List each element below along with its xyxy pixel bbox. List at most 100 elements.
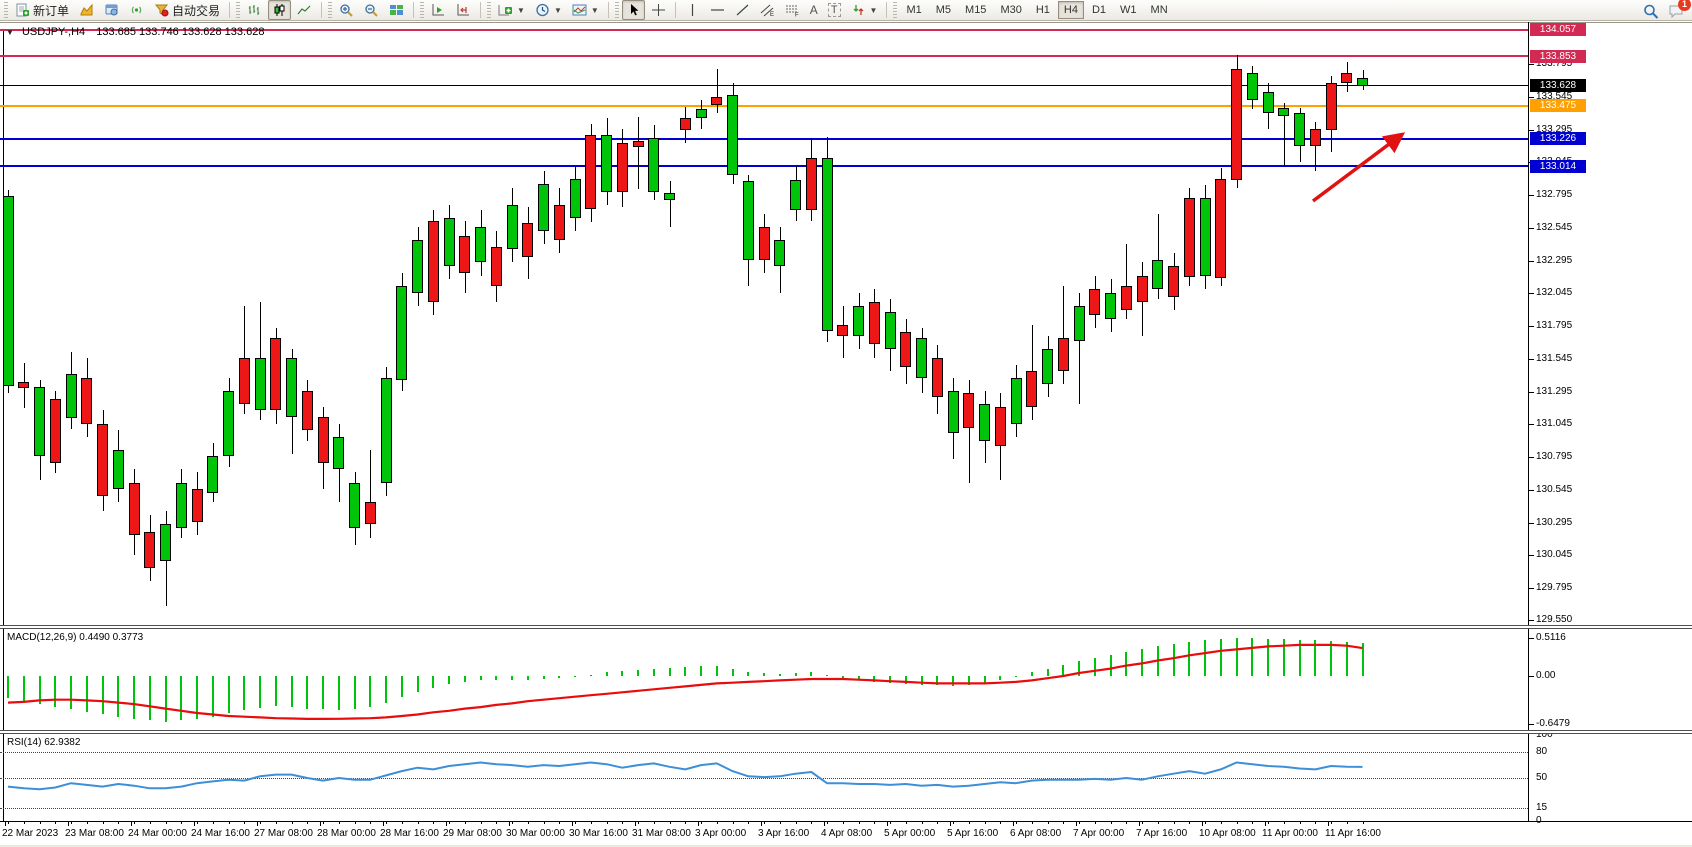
svg-text:E: E (770, 12, 774, 17)
macd-pane-splitter[interactable] (0, 625, 1692, 629)
time-tick-minor (71, 822, 72, 824)
zoom-out-icon (364, 3, 379, 17)
arrows-tool-button[interactable]: ▼ (847, 0, 882, 20)
macd-histogram-bar (700, 666, 702, 676)
rsi-level-line-80 (0, 752, 1528, 754)
auto-scroll-button[interactable] (427, 0, 450, 20)
time-tick-major (887, 822, 888, 826)
timeframe-m5-button[interactable]: M5 (935, 4, 952, 16)
timeframe-h4-button[interactable]: H4 (1057, 1, 1084, 19)
horizontal-line-134.057[interactable] (0, 28, 1528, 31)
signals-button[interactable] (125, 0, 148, 20)
window-menu-icon[interactable]: ▼ (6, 28, 14, 37)
vertical-line-tool-button[interactable] (681, 0, 704, 20)
tile-windows-button[interactable] (385, 0, 408, 20)
macd-histogram-bar (1251, 638, 1253, 676)
rsi-level-line-15 (0, 808, 1528, 810)
time-tick-minor (150, 822, 151, 824)
fibonacci-tool-button[interactable]: F (781, 0, 804, 20)
macd-histogram-bar (621, 670, 623, 676)
cursor-tool-button[interactable] (621, 0, 645, 20)
market-depth-button[interactable] (100, 0, 123, 20)
candle (979, 403, 990, 441)
time-tick-minor (1095, 822, 1096, 824)
equidistant-channel-tool-button[interactable]: E (756, 0, 779, 20)
time-tick-minor (1331, 822, 1332, 824)
macd-histogram-bar (1110, 654, 1112, 676)
zoom-in-button[interactable] (335, 0, 358, 20)
candlestick-mode-button[interactable] (268, 0, 292, 20)
indicators-icon (498, 3, 513, 17)
horizontal-line-133.853[interactable] (0, 55, 1528, 58)
arrows-dropdown-caret: ▼ (869, 5, 878, 15)
time-tick-major (1202, 822, 1203, 826)
rsi-pane-splitter[interactable] (0, 730, 1692, 734)
timeframe-mn-button[interactable]: MN (1150, 4, 1168, 16)
toolbar-drag-handle[interactable] (4, 2, 8, 18)
candle (601, 135, 612, 192)
macd-histogram-bar (810, 671, 812, 676)
indicators-button[interactable]: ▼ (494, 0, 529, 20)
time-tick-minor (213, 822, 214, 824)
time-label: 27 Mar 08:00 (254, 828, 313, 839)
timeframe-h1-button[interactable]: H1 (1035, 4, 1050, 16)
macd-histogram-bar (180, 676, 182, 721)
timeframe-m1-button[interactable]: M1 (906, 4, 922, 16)
crosshair-tool-button[interactable] (647, 0, 670, 20)
macd-histogram-bar (1157, 646, 1159, 676)
timeframe-w1-button[interactable]: W1 (1120, 4, 1137, 16)
horizontal-line-133.475[interactable] (0, 104, 1528, 107)
trendline-tool-button[interactable] (731, 0, 754, 20)
time-tick-major (1265, 822, 1266, 826)
line-chart-mode-button[interactable] (293, 0, 316, 20)
time-label: 7 Apr 16:00 (1136, 828, 1188, 839)
toolbar: 新订单 自动交易 (0, 0, 1692, 21)
candle (1089, 288, 1100, 315)
candle (1074, 305, 1085, 342)
time-tick-minor (764, 822, 765, 824)
time-tick-minor (890, 822, 891, 824)
text-label-tool-button[interactable]: T (824, 0, 845, 20)
chart-window[interactable]: ▼ USDJPY-,H4 133.685 133.746 133.628 133… (0, 22, 1692, 846)
macd-histogram-bar (102, 676, 104, 715)
macd-histogram-bar (574, 676, 576, 678)
horizontal-line-133.014[interactable] (0, 165, 1528, 168)
new-chart-button[interactable] (75, 0, 98, 20)
notifications-button[interactable]: 1 (1664, 0, 1691, 21)
svg-text:F: F (795, 13, 799, 18)
time-label: 11 Apr 16:00 (1325, 828, 1381, 839)
auto-trading-button[interactable]: 自动交易 (150, 0, 224, 20)
text-tool-button[interactable]: A (806, 0, 822, 20)
time-tick-minor (1111, 822, 1112, 824)
time-tick-minor (638, 822, 639, 824)
timeframe-d1-button[interactable]: D1 (1091, 4, 1107, 16)
candle (1310, 128, 1321, 146)
timeframe-m15-button[interactable]: M15 (965, 4, 987, 16)
candle (491, 246, 502, 287)
new-chart-icon (79, 3, 94, 17)
periods-button[interactable]: ▼ (531, 0, 566, 20)
horizontal-line-133.226[interactable] (0, 137, 1528, 140)
horizontal-line-tool-button[interactable] (706, 0, 729, 20)
time-tick-minor (496, 822, 497, 824)
macd-histogram-bar (39, 676, 41, 705)
time-tick-minor (1189, 822, 1190, 824)
chart-shift-button[interactable] (452, 0, 475, 20)
candle (1026, 371, 1037, 407)
new-order-button[interactable]: 新订单 (11, 0, 73, 20)
search-button[interactable] (1639, 1, 1662, 21)
templates-button[interactable]: ▼ (568, 0, 603, 20)
candle (554, 204, 565, 241)
macd-histogram-bar (1015, 676, 1017, 677)
price-tick-131.295: 131.295 (1529, 386, 1572, 397)
search-icon (1643, 4, 1659, 19)
timeframe-m30-button[interactable]: M30 (1000, 4, 1022, 16)
candle (995, 406, 1006, 446)
zoom-out-button[interactable] (360, 0, 383, 20)
macd-histogram-bar (1283, 639, 1285, 676)
bar-chart-mode-button[interactable] (243, 0, 266, 20)
time-tick-minor (229, 822, 230, 824)
horizontal-line-133.628[interactable] (0, 85, 1528, 87)
macd-histogram-bar (1204, 640, 1206, 676)
candle-wick (1284, 102, 1285, 166)
